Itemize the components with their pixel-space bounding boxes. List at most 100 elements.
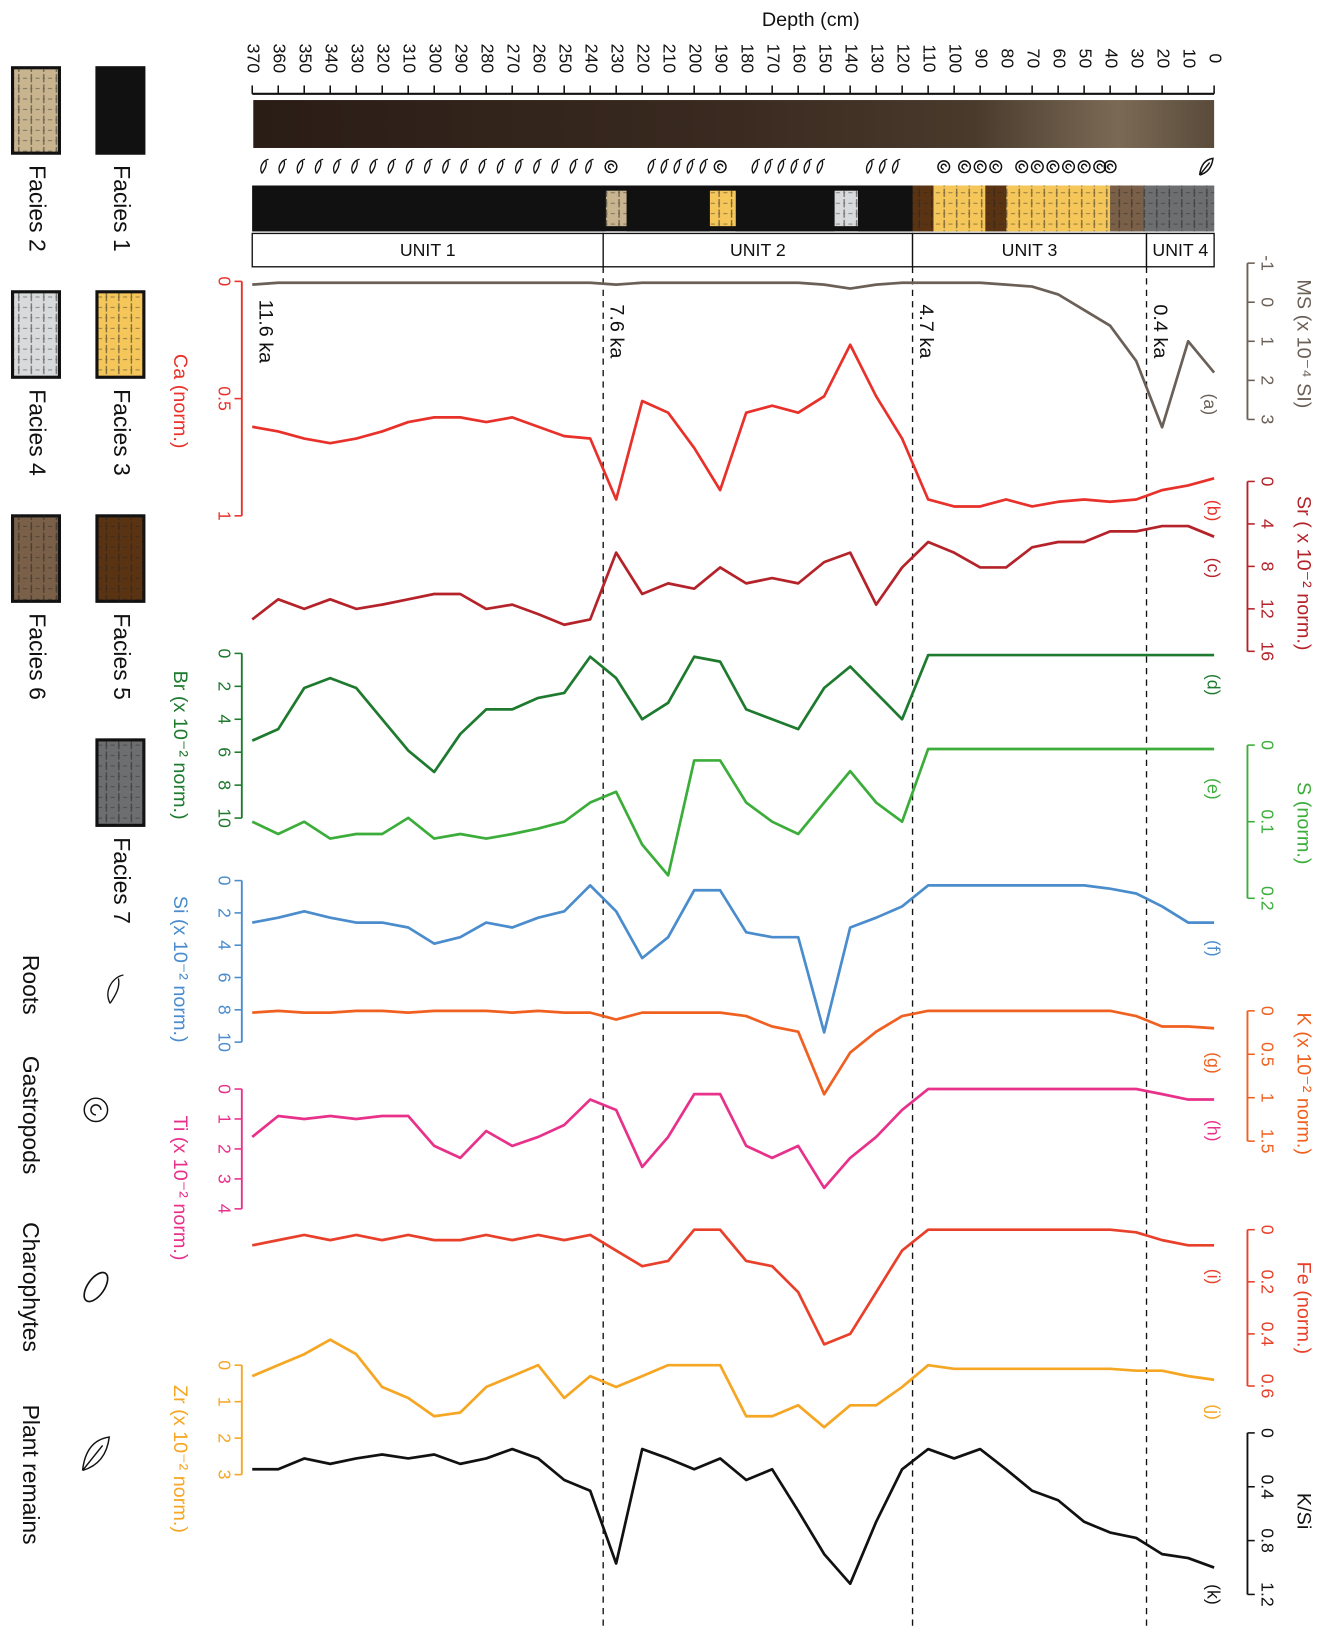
x-tick-label: 50 — [1075, 49, 1095, 69]
x-tick-label: 310 — [400, 44, 420, 74]
y-tick-label: 10 — [214, 808, 234, 828]
series-tag: (g) — [1203, 1052, 1223, 1074]
y-tick-label: 0.4 — [1258, 1474, 1278, 1499]
core-photo — [253, 100, 1215, 148]
y-tick-label: 3 — [214, 1174, 234, 1184]
y-tick-label: -1 — [1258, 255, 1278, 271]
fossil-symbol — [278, 158, 287, 174]
x-axis-title: Depth (cm) — [762, 9, 860, 31]
x-tick-label: 260 — [530, 44, 550, 74]
y-tick-label: 0 — [214, 276, 234, 286]
facies-hatch — [1006, 185, 1111, 232]
x-tick-label: 20 — [1153, 49, 1173, 69]
facies-hatch — [834, 190, 858, 227]
unit-label: UNIT 4 — [1152, 240, 1208, 260]
fossil-symbol — [865, 158, 875, 174]
symbol-label: Roots — [18, 955, 44, 1015]
fossil-symbol — [891, 158, 901, 174]
series-line — [251, 1338, 1215, 1429]
x-tick-label: 140 — [841, 44, 861, 74]
series-tag: (f) — [1203, 940, 1223, 957]
y-tick-label: 0 — [214, 876, 234, 886]
y-tick-label: 0.2 — [1258, 1269, 1278, 1294]
fossil-symbol — [764, 158, 774, 174]
x-tick-label: 330 — [348, 44, 368, 74]
y-tick-label: 1 — [214, 511, 234, 521]
facies-hatch — [912, 185, 934, 232]
y-tick-label: 1 — [214, 1114, 234, 1124]
fossil-symbol — [387, 158, 397, 174]
facies-swatch-hatch — [96, 739, 144, 826]
fossil-symbol — [803, 158, 813, 174]
x-tick-label: 270 — [504, 44, 524, 74]
y-tick-label: 1.5 — [1258, 1129, 1278, 1154]
y-tick-label: 3 — [214, 1470, 234, 1480]
y-tick-label: 0 — [1258, 1225, 1278, 1235]
series-line — [252, 1009, 1215, 1096]
x-tick-label: 110 — [919, 44, 939, 72]
x-tick-label: 210 — [660, 44, 680, 74]
facies-interval — [857, 185, 913, 232]
series-tag: (b) — [1203, 500, 1223, 522]
y-tick-label: 0 — [214, 1084, 234, 1094]
series-line — [251, 343, 1215, 508]
x-tick-label: 180 — [738, 44, 758, 74]
facies-hatch — [1143, 185, 1215, 232]
fossil-symbol — [777, 158, 787, 174]
facies-label: Facies 7 — [109, 837, 135, 924]
series-tag: (c) — [1203, 558, 1223, 579]
fossil-symbol — [989, 160, 1003, 174]
age-label: 11.6 ka — [255, 300, 277, 364]
y-tick-label: 0.2 — [1258, 886, 1278, 911]
fossil-symbol — [260, 158, 269, 174]
y-tick-label: 2 — [214, 681, 234, 691]
unit-box — [911, 232, 1148, 268]
fossil-symbol — [751, 158, 761, 174]
fossil-symbol — [973, 160, 987, 174]
fossil-symbol — [585, 158, 594, 174]
fossil-symbol — [496, 158, 506, 174]
age-label: 4.7 ka — [915, 304, 937, 359]
x-tick-label: 80 — [997, 49, 1017, 69]
facies-label: Facies 6 — [24, 613, 50, 700]
y-axis-title: Br (x 10⁻² norm.) — [169, 671, 191, 820]
fossil-symbol — [937, 160, 951, 174]
fossil-symbol — [478, 158, 488, 174]
y-tick-label: 0 — [1258, 1428, 1278, 1438]
fossil-symbol — [351, 158, 360, 174]
series-line — [252, 281, 1216, 429]
series-line — [252, 1447, 1215, 1586]
y-axis-title: S (norm.) — [1292, 782, 1314, 865]
fossil-symbol — [442, 158, 451, 174]
facies-interval — [626, 185, 710, 232]
x-tick-label: 250 — [556, 44, 576, 74]
fossil-symbol — [686, 158, 696, 174]
x-tick-label: 350 — [296, 44, 316, 74]
y-tick-label: 1 — [214, 1397, 234, 1407]
series-tag: (a) — [1200, 394, 1220, 416]
fossil-symbol — [713, 160, 727, 174]
series-line — [251, 524, 1215, 627]
symbol-icon — [107, 974, 124, 1004]
y-tick-label: 1 — [1258, 336, 1278, 346]
y-tick-label: 1.2 — [1258, 1582, 1278, 1607]
fossil-symbol — [533, 158, 542, 174]
unit-label: UNIT 1 — [400, 240, 456, 260]
facies-hatch — [933, 185, 986, 232]
series-tag: (h) — [1203, 1120, 1223, 1142]
fossil-symbol — [569, 158, 579, 174]
fossil-symbol — [514, 158, 524, 174]
y-axis-title: Ca (norm.) — [169, 354, 191, 449]
x-tick-label: 230 — [608, 44, 628, 74]
symbol-icon — [81, 1436, 111, 1472]
y-tick-label: 4 — [214, 940, 234, 950]
x-tick-label: 120 — [893, 44, 913, 74]
y-tick-label: 0.5 — [1258, 1042, 1278, 1067]
x-tick-label: 220 — [634, 44, 654, 74]
y-tick-label: 0 — [1258, 477, 1278, 487]
symbol-label: Plant remains — [18, 1405, 44, 1545]
fossil-symbol — [296, 158, 306, 174]
y-tick-label: 8 — [1258, 561, 1278, 571]
y-tick-label: 2 — [214, 1433, 234, 1443]
